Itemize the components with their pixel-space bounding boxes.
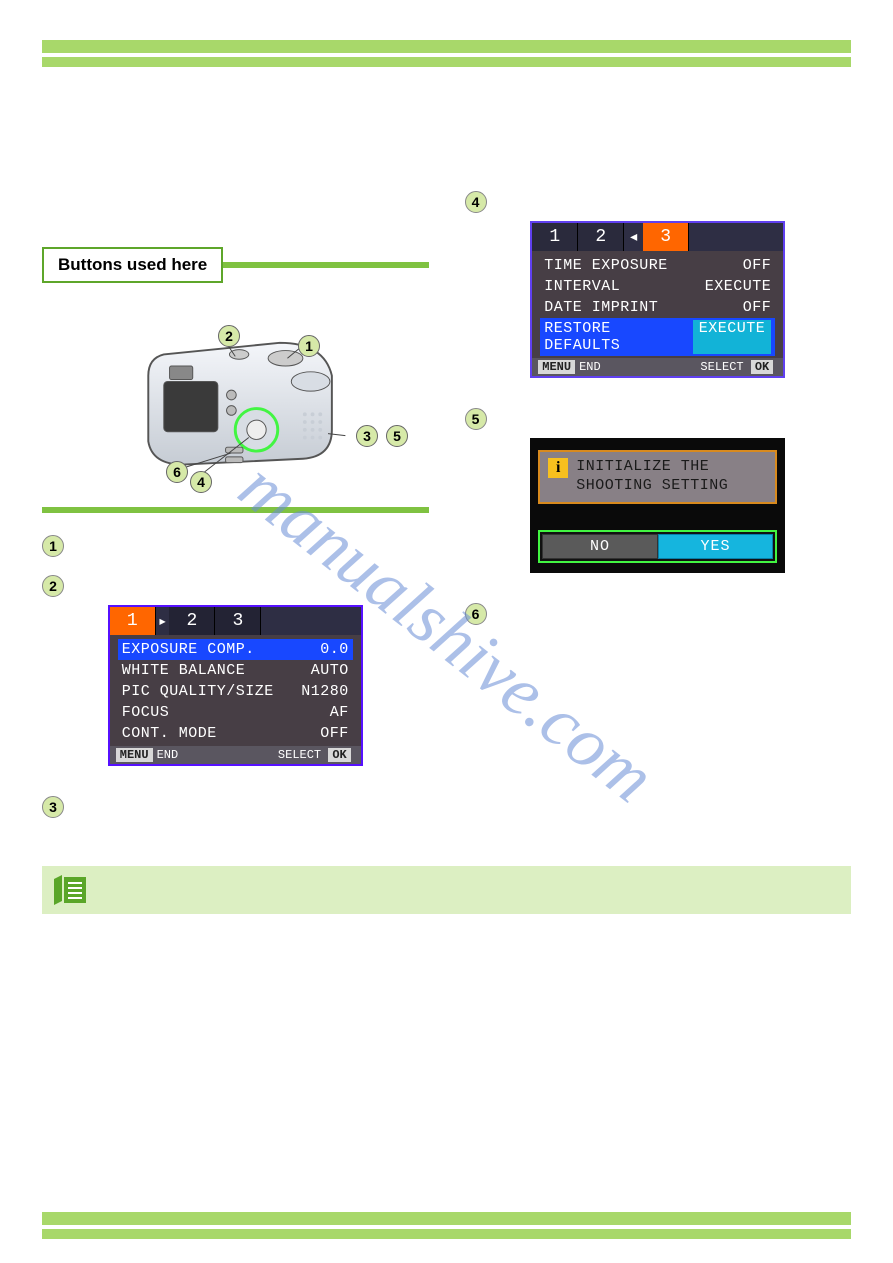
info-icon: i [548, 458, 568, 478]
menu-key: OK [751, 360, 773, 374]
confirm-message-box: i INITIALIZE THE SHOOTING SETTING [538, 450, 777, 504]
menu-label: EXPOSURE COMP. [122, 641, 255, 658]
menu-row[interactable]: INTERVAL EXECUTE [540, 276, 775, 297]
menu-value: OFF [743, 257, 772, 274]
menu-label: WHITE BALANCE [122, 662, 246, 679]
camera-badge: 1 [298, 335, 320, 357]
menu-label: TIME EXPOSURE [544, 257, 668, 274]
menu-body: EXPOSURE COMP. 0.0 WHITE BALANCE AUTO PI… [110, 635, 361, 746]
tab[interactable]: 2 [578, 223, 624, 251]
menu-key: MENU [116, 748, 153, 762]
menu-row[interactable]: RESTORE DEFAULTS EXECUTE [540, 318, 775, 356]
step-number: 4 [465, 191, 487, 213]
step-row: 6 [465, 603, 852, 625]
menu-label: FOCUS [122, 704, 170, 721]
camera-badge: 6 [166, 461, 188, 483]
menu-label: CONT. MODE [122, 725, 217, 742]
menu-value: 0.0 [320, 641, 349, 658]
menu-label: PIC QUALITY/SIZE [122, 683, 274, 700]
confirm-dialog: i INITIALIZE THE SHOOTING SETTING NO YES [530, 438, 785, 573]
top-green-bar2 [42, 57, 851, 67]
menu-row[interactable]: CONT. MODE OFF [118, 723, 353, 744]
tab-row: 1 2 ◂ 3 [532, 223, 783, 251]
menu-label: DATE IMPRINT [544, 299, 658, 316]
bottom-green-bar [42, 1212, 851, 1225]
camera-badge: 3 [356, 425, 378, 447]
menu-value: EXECUTE [705, 278, 772, 295]
menu-value: AUTO [311, 662, 349, 679]
menu-foot-right: SELECT OK [700, 360, 777, 374]
camera-menu-1: 1 ▸ 2 3 EXPOSURE COMP. 0.0 WHITE BALANCE… [108, 605, 363, 766]
note-bar [42, 866, 851, 914]
buttons-label-rule [223, 262, 428, 268]
menu-key: MENU [538, 360, 575, 374]
tab[interactable]: 2 [169, 607, 215, 635]
camera-badge: 2 [218, 325, 240, 347]
menu-foot-left: MENU END [116, 748, 178, 762]
left-column: Buttons used here [42, 247, 429, 826]
menu-value: OFF [743, 299, 772, 316]
tab[interactable]: 3 [215, 607, 261, 635]
menu-foot-left: MENU END [538, 360, 600, 374]
content-columns: Buttons used here [42, 247, 851, 826]
green-separator [42, 507, 429, 513]
menu-row[interactable]: WHITE BALANCE AUTO [118, 660, 353, 681]
menu-key-label: SELECT [700, 360, 743, 374]
step-number: 1 [42, 535, 64, 557]
yes-button[interactable]: YES [658, 534, 774, 559]
tab[interactable]: 1 [110, 607, 156, 635]
menu-row[interactable]: PIC QUALITY/SIZE N1280 [118, 681, 353, 702]
menu-footer: MENU END SELECT OK [532, 358, 783, 376]
step-number: 6 [465, 603, 487, 625]
menu-label: RESTORE DEFAULTS [544, 320, 692, 354]
menu-body: TIME EXPOSURE OFF INTERVAL EXECUTE DATE … [532, 251, 783, 358]
top-green-bar [42, 40, 851, 53]
step-row: 5 [465, 408, 852, 430]
menu-key: OK [328, 748, 350, 762]
note-icon [50, 873, 90, 907]
menu-value: EXECUTE [693, 320, 772, 354]
menu-row[interactable]: EXPOSURE COMP. 0.0 [118, 639, 353, 660]
page: manualshive.com Buttons used here [0, 0, 893, 1263]
tab[interactable]: 1 [532, 223, 578, 251]
right-column: 4 1 2 ◂ 3 TIME EXPOSURE OFF INTERVAL [465, 247, 852, 826]
menu-value: OFF [320, 725, 349, 742]
tab-caret-icon: ▸ [156, 607, 170, 635]
tab-row: 1 ▸ 2 3 [110, 607, 361, 635]
menu-key-label: END [579, 360, 601, 374]
buttons-used-here-label: Buttons used here [42, 247, 223, 283]
camera-badge: 5 [386, 425, 408, 447]
menu-value: AF [330, 704, 349, 721]
menu-key-label: END [157, 748, 179, 762]
step-number: 2 [42, 575, 64, 597]
step-row: 4 [465, 191, 852, 213]
camera-illustration: 2 1 3 5 6 4 [42, 295, 429, 495]
step-row: 2 [42, 575, 429, 597]
confirm-line: SHOOTING SETTING [576, 477, 728, 496]
camera-svg [42, 295, 429, 495]
menu-row[interactable]: FOCUS AF [118, 702, 353, 723]
confirm-buttons: NO YES [538, 530, 777, 563]
menu-row[interactable]: TIME EXPOSURE OFF [540, 255, 775, 276]
buttons-label-row: Buttons used here [42, 247, 429, 283]
confirm-text: INITIALIZE THE SHOOTING SETTING [576, 458, 728, 496]
confirm-line: INITIALIZE THE [576, 458, 728, 477]
step-number: 5 [465, 408, 487, 430]
menu-footer: MENU END SELECT OK [110, 746, 361, 764]
menu-key-label: SELECT [278, 748, 321, 762]
menu-label: INTERVAL [544, 278, 620, 295]
menu-foot-right: SELECT OK [278, 748, 355, 762]
no-button[interactable]: NO [542, 534, 658, 559]
camera-badge: 4 [190, 471, 212, 493]
camera-menu-2: 1 2 ◂ 3 TIME EXPOSURE OFF INTERVAL EXECU… [530, 221, 785, 378]
step-row: 1 [42, 535, 429, 557]
step-number: 3 [42, 796, 64, 818]
bottom-green-bar2 [42, 1229, 851, 1239]
tab[interactable]: 3 [643, 223, 689, 251]
tab-caret-icon: ◂ [624, 223, 643, 251]
bottom-bars [42, 1212, 851, 1239]
step-row: 3 [42, 796, 429, 818]
menu-row[interactable]: DATE IMPRINT OFF [540, 297, 775, 318]
menu-value: N1280 [301, 683, 349, 700]
